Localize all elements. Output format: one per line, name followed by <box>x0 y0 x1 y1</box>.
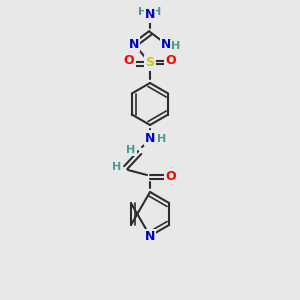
Text: N: N <box>145 230 155 244</box>
Text: N: N <box>129 38 139 50</box>
Text: O: O <box>166 170 176 184</box>
Text: N: N <box>161 38 171 50</box>
Text: H: H <box>171 41 181 51</box>
Text: H: H <box>158 134 166 144</box>
Text: S: S <box>146 56 154 70</box>
Text: O: O <box>166 55 176 68</box>
Text: O: O <box>124 55 134 68</box>
Text: N: N <box>145 131 155 145</box>
Text: H: H <box>138 7 148 17</box>
Text: H: H <box>112 162 122 172</box>
Text: N: N <box>145 8 155 22</box>
Text: H: H <box>126 145 136 155</box>
Text: H: H <box>152 7 162 17</box>
